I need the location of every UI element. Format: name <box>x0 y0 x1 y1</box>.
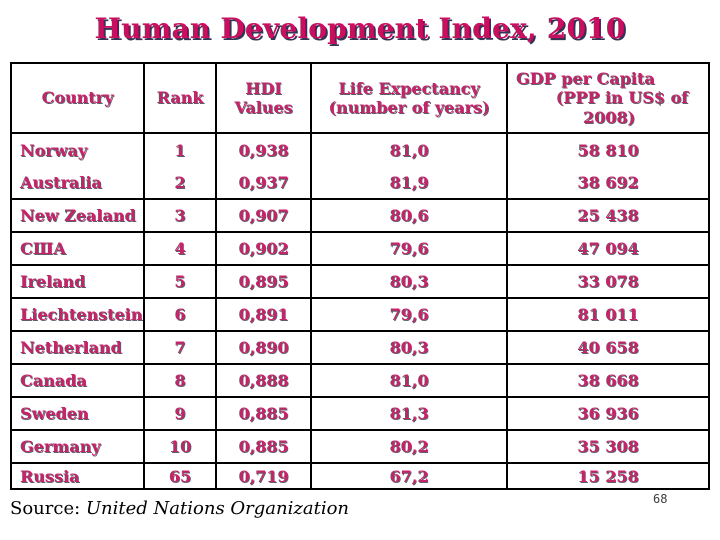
cell-rank: 1 <box>143 132 217 166</box>
cell-life-expectancy: 80,3 <box>310 330 508 365</box>
cell-hdi: 0,907 <box>215 198 312 233</box>
cell-rank: 7 <box>143 330 217 365</box>
cell-gdp: 38 692 <box>506 166 710 200</box>
table-row: Liechtenstein 6 0,891 79,6 81 011 <box>10 297 710 332</box>
cell-country: Liechtenstein <box>10 297 145 332</box>
table-row: Russia 65 0,719 67,2 15 258 <box>10 462 710 490</box>
source-label: Source: <box>10 498 86 519</box>
table-row: Australia 2 0,937 81,9 38 692 <box>10 166 710 200</box>
cell-country: Netherland <box>10 330 145 365</box>
cell-country: Australia <box>10 166 145 200</box>
cell-gdp: 81 011 <box>506 297 710 332</box>
header-gdp-line2: (PPP in US$ of <box>555 88 688 108</box>
header-hdi-line2: Values <box>234 98 293 117</box>
header-country: Country <box>10 62 145 134</box>
cell-life-expectancy: 80,2 <box>310 429 508 464</box>
header-gdp-per-capita: GDP per Capita (PPP in US$ of 2008) <box>506 62 710 134</box>
cell-gdp: 15 258 <box>506 462 710 490</box>
cell-rank: 6 <box>143 297 217 332</box>
cell-hdi: 0,885 <box>215 429 312 464</box>
cell-gdp: 35 308 <box>506 429 710 464</box>
cell-rank: 9 <box>143 396 217 431</box>
source-line: Source: United Nations Organization <box>10 498 349 519</box>
header-gdp-line3: 2008) <box>582 107 636 127</box>
cell-country: Ireland <box>10 264 145 299</box>
cell-hdi: 0,885 <box>215 396 312 431</box>
cell-rank: 65 <box>143 462 217 490</box>
hdi-table: Country Rank HDI Values Life Expectancy … <box>10 62 710 490</box>
cell-gdp: 38 668 <box>506 363 710 398</box>
table-row: Ireland 5 0,895 80,3 33 078 <box>10 264 710 299</box>
cell-gdp: 33 078 <box>506 264 710 299</box>
cell-life-expectancy: 67,2 <box>310 462 508 490</box>
header-life-expectancy: Life Expectancy (number of years) <box>310 62 508 134</box>
cell-rank: 4 <box>143 231 217 266</box>
table-row: Sweden 9 0,885 81,3 36 936 <box>10 396 710 431</box>
table-row: Netherland 7 0,890 80,3 40 658 <box>10 330 710 365</box>
table-row: Germany 10 0,885 80,2 35 308 <box>10 429 710 464</box>
page-number: 68 <box>653 492 668 506</box>
cell-country: Germany <box>10 429 145 464</box>
cell-life-expectancy: 81,0 <box>310 363 508 398</box>
cell-gdp: 40 658 <box>506 330 710 365</box>
cell-country: New Zealand <box>10 198 145 233</box>
source-value: United Nations Organization <box>85 498 349 519</box>
cell-gdp: 58 810 <box>506 132 710 166</box>
cell-life-expectancy: 79,6 <box>310 231 508 266</box>
cell-rank: 10 <box>143 429 217 464</box>
page-title: Human Development Index, 2010 <box>94 12 626 45</box>
cell-life-expectancy: 81,9 <box>310 166 508 200</box>
header-hdi-line1: HDI <box>245 78 282 98</box>
cell-rank: 5 <box>143 264 217 299</box>
header-rank: Rank <box>143 62 217 134</box>
table-row: New Zealand 3 0,907 80,6 25 438 <box>10 198 710 233</box>
cell-country: Canada <box>10 363 145 398</box>
cell-gdp: 47 094 <box>506 231 710 266</box>
cell-life-expectancy: 81,0 <box>310 132 508 166</box>
table-row: Canada 8 0,888 81,0 38 668 <box>10 363 710 398</box>
cell-life-expectancy: 81,3 <box>310 396 508 431</box>
cell-country: США <box>10 231 145 266</box>
cell-life-expectancy: 79,6 <box>310 297 508 332</box>
header-life-line1: Life Expectancy <box>338 78 480 98</box>
cell-hdi: 0,938 <box>215 132 312 166</box>
cell-hdi: 0,891 <box>215 297 312 332</box>
cell-hdi: 0,902 <box>215 231 312 266</box>
cell-life-expectancy: 80,6 <box>310 198 508 233</box>
cell-country: Norway <box>10 132 145 166</box>
cell-gdp: 36 936 <box>506 396 710 431</box>
header-row: Country Rank HDI Values Life Expectancy … <box>10 62 710 134</box>
table-row: Norway 1 0,938 81,0 58 810 <box>10 132 710 166</box>
cell-life-expectancy: 80,3 <box>310 264 508 299</box>
cell-rank: 2 <box>143 166 217 200</box>
cell-country: Russia <box>10 462 145 490</box>
cell-hdi: 0,895 <box>215 264 312 299</box>
header-hdi-values: HDI Values <box>215 62 312 134</box>
cell-hdi: 0,937 <box>215 166 312 200</box>
header-gdp-line1: GDP per Capita <box>516 69 655 89</box>
cell-hdi: 0,890 <box>215 330 312 365</box>
table-row: США 4 0,902 79,6 47 094 <box>10 231 710 266</box>
cell-hdi: 0,888 <box>215 363 312 398</box>
cell-gdp: 25 438 <box>506 198 710 233</box>
cell-rank: 3 <box>143 198 217 233</box>
cell-hdi: 0,719 <box>215 462 312 490</box>
cell-country: Sweden <box>10 396 145 431</box>
cell-rank: 8 <box>143 363 217 398</box>
header-life-line2: (number of years) <box>328 98 490 117</box>
